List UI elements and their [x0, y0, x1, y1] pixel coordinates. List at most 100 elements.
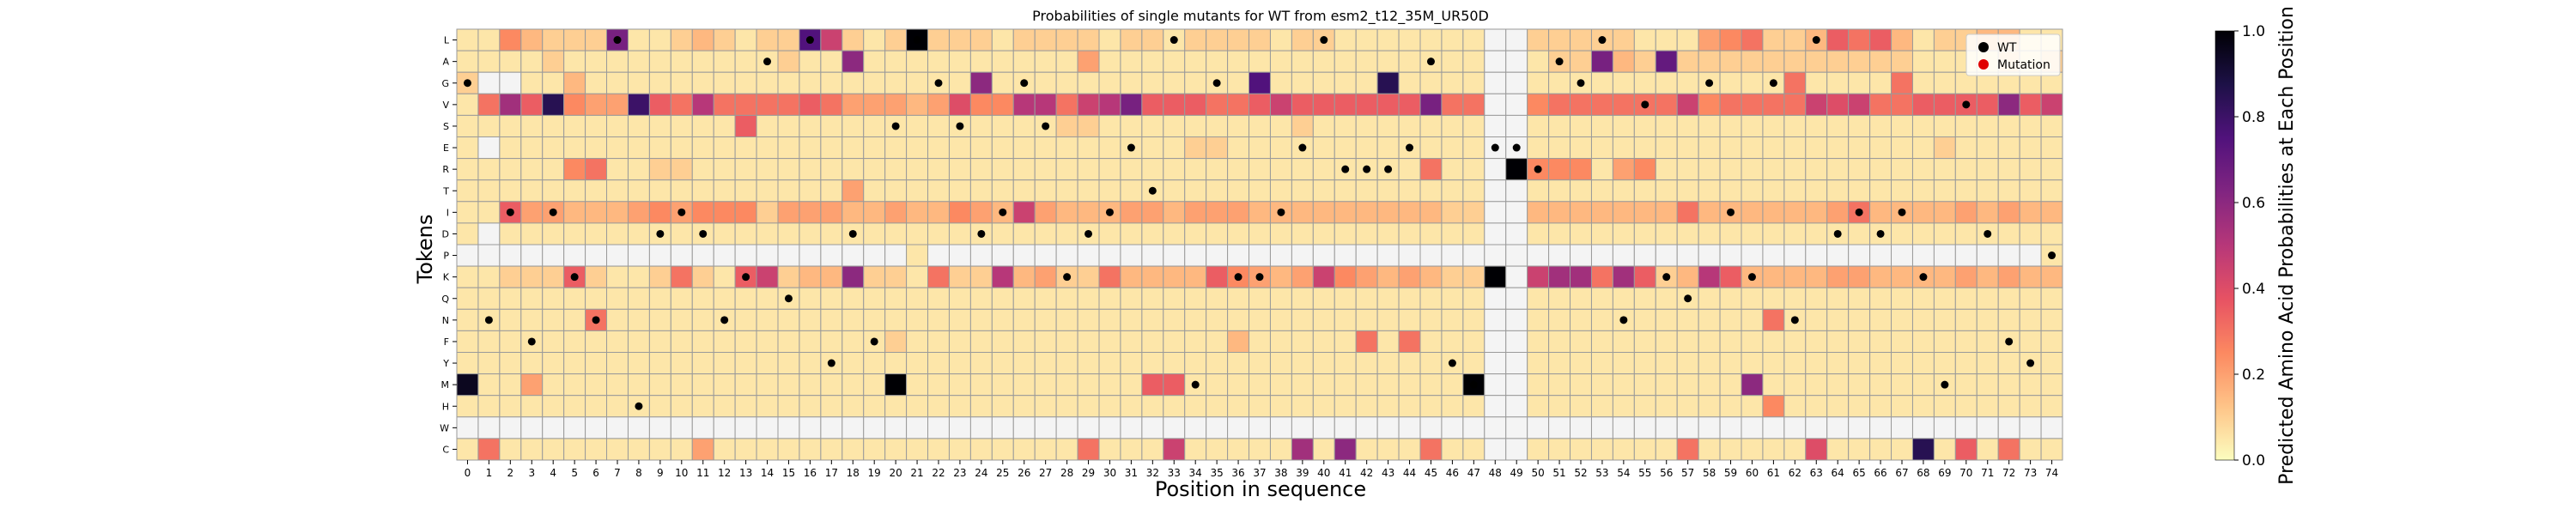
wt-marker	[1212, 79, 1221, 88]
heatmap-cell	[1227, 71, 1250, 94]
x-tick-label: 35	[1210, 467, 1223, 479]
heatmap-cell	[1762, 50, 1785, 73]
heatmap-cell	[691, 244, 714, 267]
heatmap-cell	[1291, 395, 1314, 418]
heatmap-cell	[1227, 330, 1250, 353]
heatmap-cell	[1098, 373, 1121, 397]
heatmap-cell	[1933, 93, 1956, 116]
heatmap-cell	[1848, 265, 1871, 288]
heatmap-cell	[1334, 93, 1357, 116]
heatmap-cell	[1612, 330, 1635, 353]
heatmap-cell	[777, 93, 800, 116]
heatmap-cell	[1227, 201, 1250, 224]
wt-marker	[570, 273, 579, 282]
heatmap-cell	[991, 308, 1014, 331]
heatmap-cell	[1484, 114, 1507, 137]
heatmap-cell	[884, 222, 908, 245]
heatmap-cell	[2040, 373, 2063, 397]
heatmap-cell	[713, 265, 736, 288]
heatmap-cell	[1334, 308, 1357, 331]
heatmap-cell	[1312, 265, 1335, 288]
heatmap-cell	[1163, 244, 1186, 267]
heatmap-cell	[1570, 416, 1592, 439]
heatmap-cell	[1120, 395, 1143, 418]
heatmap-cell	[606, 93, 629, 116]
heatmap-cell	[1633, 330, 1656, 353]
heatmap-cell	[863, 308, 886, 331]
colorbar-tick-label: 0.4	[2242, 281, 2265, 298]
heatmap-cell	[1355, 222, 1378, 245]
heatmap-cell	[1676, 93, 1699, 116]
heatmap-cell	[1933, 330, 1956, 353]
heatmap-cell	[777, 114, 800, 137]
heatmap-cell	[1655, 308, 1678, 331]
heatmap-cell	[1334, 136, 1357, 160]
heatmap-cell	[542, 179, 565, 203]
heatmap-cell	[927, 352, 950, 375]
heatmap-cell	[1826, 308, 1850, 331]
heatmap-cell	[927, 136, 950, 160]
x-tick-label: 45	[1425, 467, 1437, 479]
heatmap-cell	[691, 179, 714, 203]
heatmap-cell	[499, 416, 522, 439]
heatmap-cell	[820, 50, 843, 73]
heatmap-cell	[1462, 71, 1485, 94]
heatmap-cell	[1227, 28, 1250, 52]
heatmap-cell	[1312, 179, 1335, 203]
heatmap-cell	[948, 308, 971, 331]
heatmap-cell	[906, 373, 929, 397]
heatmap-cell	[841, 136, 865, 160]
heatmap-cell	[1312, 201, 1335, 224]
heatmap-cell	[1077, 93, 1100, 116]
wt-marker	[1684, 294, 1692, 303]
heatmap-cell	[1141, 416, 1164, 439]
heatmap-cell	[1141, 352, 1164, 375]
x-tick-label: 66	[1874, 467, 1886, 479]
heatmap-cell	[1355, 28, 1378, 52]
heatmap-cell	[1655, 114, 1678, 137]
heatmap-cell	[648, 330, 671, 353]
heatmap-cell	[1077, 438, 1100, 461]
heatmap-cell	[1719, 179, 1742, 203]
heatmap-cell	[1184, 244, 1207, 267]
heatmap-cell	[1505, 201, 1528, 224]
heatmap-cell	[906, 114, 929, 137]
heatmap-cell	[1376, 395, 1400, 418]
heatmap-cell	[1976, 352, 1999, 375]
heatmap-cell	[1441, 330, 1464, 353]
heatmap-cell	[670, 71, 693, 94]
heatmap-cell	[691, 265, 714, 288]
heatmap-cell	[648, 114, 671, 137]
heatmap-cell	[1805, 330, 1828, 353]
wt-marker	[1469, 380, 1478, 389]
heatmap-cell	[1312, 93, 1335, 116]
heatmap-cell	[1462, 50, 1485, 73]
heatmap-cell	[1012, 438, 1036, 461]
heatmap-cell	[841, 395, 865, 418]
heatmap-cell	[627, 50, 650, 73]
heatmap-cell	[1355, 438, 1378, 461]
heatmap-cell	[691, 71, 714, 94]
x-tick-label: 67	[1895, 467, 1908, 479]
wt-marker	[1148, 186, 1157, 195]
heatmap-cell	[1954, 158, 1978, 181]
heatmap-cell	[884, 438, 908, 461]
colorbar-tick-label: 0.0	[2242, 452, 2265, 470]
heatmap-cell	[1441, 438, 1464, 461]
heatmap-cell	[1676, 179, 1699, 203]
y-tick-label: S	[443, 121, 449, 132]
heatmap-cell	[670, 179, 693, 203]
x-tick-label: 16	[804, 467, 817, 479]
heatmap-cell	[1891, 71, 1913, 94]
heatmap-cell	[1891, 287, 1913, 310]
heatmap-cell	[1954, 373, 1978, 397]
heatmap-cell	[542, 395, 565, 418]
heatmap-cell	[2040, 287, 2063, 310]
heatmap-cell	[1376, 136, 1400, 160]
heatmap-cell	[927, 438, 950, 461]
heatmap-cell	[2040, 352, 2063, 375]
heatmap-cell	[1590, 308, 1613, 331]
heatmap-cell	[927, 201, 950, 224]
heatmap-cell	[1462, 330, 1485, 353]
heatmap-cell	[1269, 28, 1292, 52]
